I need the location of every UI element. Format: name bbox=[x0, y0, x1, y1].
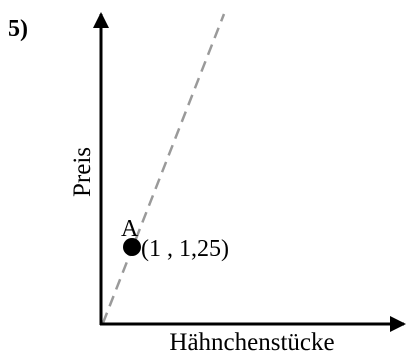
point-a-label: A bbox=[121, 216, 139, 242]
problem-number: 5) bbox=[8, 16, 28, 42]
point-a-marker bbox=[123, 238, 141, 256]
y-axis-label: Preis bbox=[69, 147, 96, 197]
point-a-coordinates: (1 , 1,25) bbox=[141, 236, 229, 262]
proportional-dashed-line bbox=[101, 13, 226, 324]
x-axis-label: Hähnchenstücke bbox=[169, 329, 334, 354]
